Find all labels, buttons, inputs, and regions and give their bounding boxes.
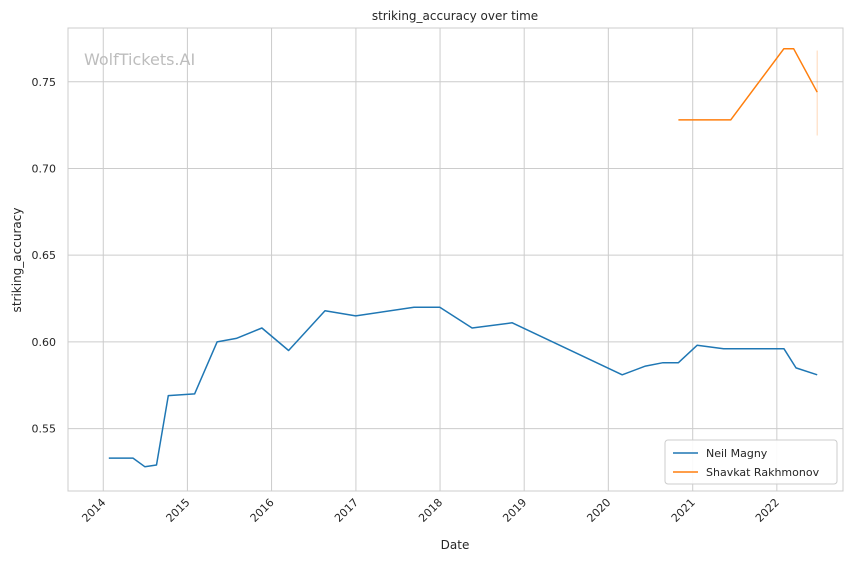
- x-tick-labels: 2014 2015 2016 2017 2018 2019 2020 2021 2022: [79, 496, 782, 525]
- y-axis-label: striking_accuracy: [10, 208, 24, 313]
- x-tick-label: 2014: [79, 496, 108, 525]
- y-tick-label: 0.75: [32, 76, 57, 89]
- series-line-2: [678, 48, 818, 121]
- x-tick-label: 2019: [500, 496, 529, 525]
- y-tick-label: 0.70: [32, 162, 57, 175]
- x-tick-label: 2015: [164, 496, 193, 525]
- x-axis-label: Date: [441, 538, 470, 552]
- x-tick-label: 2018: [416, 496, 445, 525]
- plot-border: [67, 27, 844, 492]
- plot-frame: [67, 27, 844, 492]
- x-tick-label: 2022: [753, 496, 782, 525]
- grid: [68, 28, 843, 491]
- series-lines: [108, 48, 818, 468]
- legend-box: [664, 439, 838, 485]
- legend-label: Shavkat Rakhmonov: [706, 466, 820, 479]
- y-tick-label: 0.60: [32, 336, 57, 349]
- x-tick-label: 2016: [248, 496, 277, 525]
- legend: Neil Magny Shavkat Rakhmonov: [664, 439, 838, 485]
- watermark: WolfTickets.AI: [84, 50, 195, 69]
- x-tick-label: 2017: [332, 496, 361, 525]
- y-tick-label: 0.55: [32, 423, 57, 436]
- series-line-1: [108, 306, 818, 468]
- chart-title: striking_accuracy over time: [372, 9, 538, 23]
- y-tick-labels: 0.55 0.60 0.65 0.70 0.75: [32, 76, 57, 436]
- y-tick-label: 0.65: [32, 249, 57, 262]
- legend-label: Neil Magny: [706, 447, 768, 460]
- x-tick-label: 2021: [669, 496, 698, 525]
- x-tick-label: 2020: [584, 496, 613, 525]
